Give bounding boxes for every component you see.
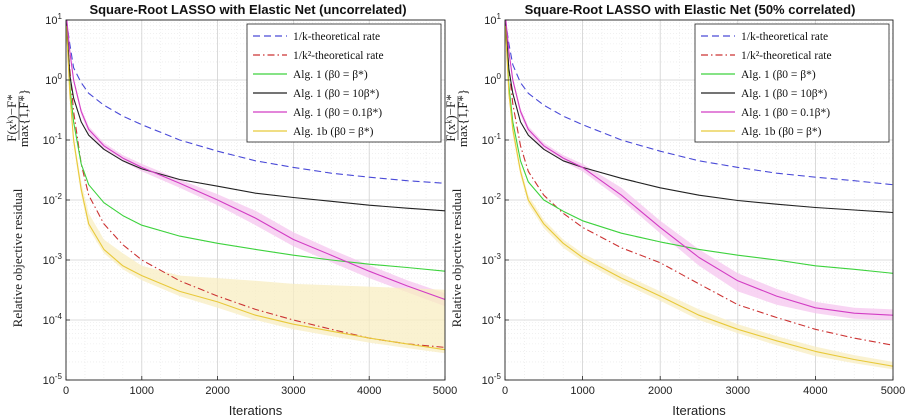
legend-entry: 1/k-theoretical rate xyxy=(741,31,828,43)
y-axis-formula-denominator: max{1,F*} xyxy=(455,89,470,147)
legend-entry: Alg. 1 (β0 = β*) xyxy=(293,69,368,81)
y-tick-label: 10-1 xyxy=(43,132,63,147)
x-tick-label: 0 xyxy=(63,385,69,397)
legend-entry: Alg. 1b (β0 = β*) xyxy=(293,126,374,138)
y-tick-label: 100 xyxy=(45,72,62,87)
y-tick-label: 101 xyxy=(45,12,62,27)
y-tick-label: 10-4 xyxy=(43,312,63,327)
x-tick-label: 1000 xyxy=(130,385,154,397)
x-axis-label: Iterations xyxy=(672,403,726,418)
x-tick-label: 3000 xyxy=(281,385,305,397)
y-axis-label-group: Relative objective residual F(xᵏ)−F*max{1… xyxy=(443,89,470,327)
x-tick-label: 2000 xyxy=(205,385,229,397)
legend-entry: Alg. 1 (β0 = 0.1β*) xyxy=(741,107,830,119)
legend-entry: Alg. 1 (β0 = 10β*) xyxy=(741,88,827,100)
series-line xyxy=(66,22,445,272)
y-axis-label: Relative objective residual xyxy=(449,188,464,327)
y-tick-label: 10-5 xyxy=(482,372,502,387)
legend: 1/k-theoretical rate 1/k²-theoretical rat… xyxy=(694,23,890,143)
series-line xyxy=(505,20,893,214)
series-line xyxy=(505,25,893,367)
y-tick-label: 10-3 xyxy=(482,252,502,267)
series-line xyxy=(505,22,893,274)
x-axis-label: Iterations xyxy=(229,403,283,418)
series-band xyxy=(505,20,893,320)
y-tick-label: 101 xyxy=(484,12,501,27)
legend-entry: 1/k-theoretical rate xyxy=(293,31,380,43)
series-line xyxy=(505,20,893,186)
y-tick-label: 100 xyxy=(484,72,501,87)
legend-entry: Alg. 1 (β0 = 0.1β*) xyxy=(293,107,382,119)
x-tick-label: 4000 xyxy=(803,385,827,397)
y-axis-formula-numerator: F(xᵏ)−F* xyxy=(443,94,458,142)
x-tick-label: 0 xyxy=(502,385,508,397)
legend-entry: 1/k²-theoretical rate xyxy=(741,50,832,62)
series-line xyxy=(66,25,445,351)
y-tick-label: 10-3 xyxy=(43,252,63,267)
x-tick-label: 4000 xyxy=(357,385,381,397)
legend-entry: Alg. 1 (β0 = 10β*) xyxy=(293,88,379,100)
x-tick-label: 2000 xyxy=(648,385,672,397)
chart-panel-uncorrelated: Square-Root LASSO with Elastic Net (unco… xyxy=(4,2,457,418)
y-tick-label: 10-1 xyxy=(482,132,502,147)
series-line xyxy=(505,25,893,346)
series-line xyxy=(505,20,893,316)
y-axis-formula-denominator: max{1,F*} xyxy=(16,89,31,147)
y-axis-label-group: Relative objective residual F(xᵏ)−F*max{1… xyxy=(4,89,31,327)
series-group xyxy=(66,20,445,354)
series-group xyxy=(505,20,893,370)
chart-title: Square-Root LASSO with Elastic Net (unco… xyxy=(89,2,406,17)
series-band xyxy=(66,22,445,354)
y-tick-label: 10-2 xyxy=(43,192,63,207)
series-line xyxy=(66,20,445,301)
series-line xyxy=(66,20,445,212)
y-tick-label: 10-4 xyxy=(482,312,502,327)
legend-box xyxy=(694,23,890,143)
chart-panel-correlated: Square-Root LASSO with Elastic Net (50% … xyxy=(443,2,905,418)
x-tick-label: 1000 xyxy=(570,385,594,397)
legend-entry: Alg. 1b (β0 = β*) xyxy=(741,126,822,138)
x-tick-label: 5000 xyxy=(881,385,905,397)
y-axis-label: Relative objective residual xyxy=(10,188,25,327)
series-line xyxy=(66,25,445,348)
legend-box xyxy=(246,23,442,143)
legend-entry: Alg. 1 (β0 = β*) xyxy=(741,69,816,81)
y-axis-formula-numerator: F(xᵏ)−F* xyxy=(4,94,19,142)
x-tick-label: 3000 xyxy=(726,385,750,397)
y-tick-label: 10-5 xyxy=(43,372,63,387)
x-tick-label: 5000 xyxy=(433,385,457,397)
chart-title: Square-Root LASSO with Elastic Net (50% … xyxy=(525,2,856,17)
legend-entry: 1/k²-theoretical rate xyxy=(293,50,384,62)
legend: 1/k-theoretical rate 1/k²-theoretical rat… xyxy=(246,23,442,143)
series-line xyxy=(66,20,445,184)
y-tick-label: 10-2 xyxy=(482,192,502,207)
